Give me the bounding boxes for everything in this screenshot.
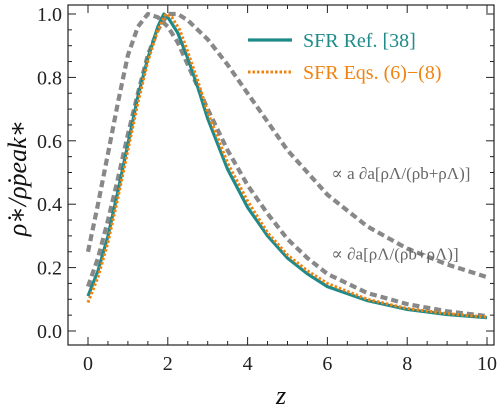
series-line-0 bbox=[86, 12, 488, 320]
y-axis-label: ρ̇∗/ρ̇peak∗ bbox=[3, 120, 32, 238]
annotation-layer: ∝ a ∂a[ρΛ/(ρb+ρΛ)] ∝ ∂a[ρΛ/(ρb+ρΛ)] bbox=[331, 164, 470, 264]
y-tick-label: 0.4 bbox=[37, 194, 62, 216]
y-tick-label: 0.8 bbox=[37, 67, 62, 89]
y-tick-label: 1.0 bbox=[37, 4, 62, 26]
y-tick-label: 0.0 bbox=[37, 321, 62, 343]
ticks: 0 2 4 6 8 10 0.0 0.2 0.4 0.6 0.8 1.0 bbox=[37, 4, 497, 375]
plot-frame bbox=[67, 4, 495, 346]
y-tick-label: 0.6 bbox=[37, 131, 62, 153]
legend-label-0: SFR Ref. [38] bbox=[303, 30, 416, 52]
x-tick-label: 10 bbox=[477, 353, 497, 375]
annotation-1: ∝ ∂a[ρΛ/(ρb+ρΛ)] bbox=[331, 245, 458, 264]
series-line-2 bbox=[85, 11, 488, 319]
annotation-0: ∝ a ∂a[ρΛ/(ρb+ρΛ)] bbox=[331, 164, 470, 183]
series-line-3 bbox=[86, 11, 488, 288]
series-line-1 bbox=[86, 12, 488, 319]
x-axis-label: z bbox=[275, 381, 286, 410]
legend: SFR Ref. [38] SFR Eqs. (6)−(8) bbox=[248, 30, 442, 84]
x-tick-label: 6 bbox=[322, 353, 332, 375]
x-tick-label: 0 bbox=[83, 353, 93, 375]
x-tick-label: 4 bbox=[243, 353, 253, 375]
legend-label-1: SFR Eqs. (6)−(8) bbox=[303, 62, 442, 84]
x-tick-label: 8 bbox=[402, 353, 412, 375]
series-layer bbox=[85, 11, 488, 320]
y-tick-label: 0.2 bbox=[37, 258, 62, 280]
x-tick-label: 2 bbox=[163, 353, 173, 375]
